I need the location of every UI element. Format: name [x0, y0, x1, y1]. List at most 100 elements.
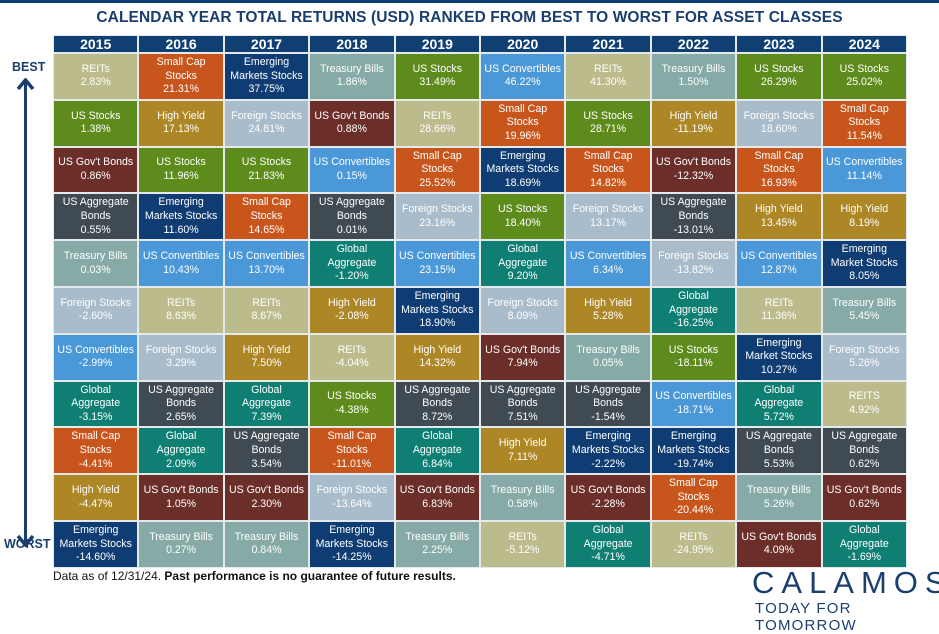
return-cell: High Yield 7.50% — [224, 334, 309, 380]
asset-class-label: Global Aggregate — [498, 243, 548, 269]
return-cell: US Gov't Bonds 2.30% — [224, 475, 309, 520]
return-value: -3.15% — [78, 410, 113, 423]
asset-class-label: Treasury Bills — [490, 483, 555, 496]
return-value: 18.60% — [760, 123, 797, 136]
return-cell: US Gov't Bonds 0.86% — [54, 147, 138, 193]
return-cell: Foreign Stocks -13.64% — [310, 475, 394, 520]
return-cell: US Stocks 26.29% — [737, 54, 821, 99]
return-cell: US Aggregate Bonds 8.72% — [395, 381, 479, 427]
return-value: 11.54% — [846, 129, 882, 142]
return-cell: US Aggregate Bonds 5.53% — [737, 428, 821, 474]
return-cell: High Yield 5.28% — [566, 287, 650, 333]
footer-note: Data as of 12/31/24. Past performance is… — [53, 569, 456, 583]
asset-class-label: US Aggregate Bonds — [660, 196, 727, 222]
return-cell: US Stocks 1.38% — [54, 100, 138, 146]
asset-class-label: US Aggregate Bonds — [831, 430, 898, 456]
returns-table: 2015 2016 2017 2018 2019 2020 2021 2022 2023 2024… — [53, 35, 907, 568]
page-title: CALENDAR YEAR TOTAL RETURNS (USD) RANKED… — [96, 9, 843, 26]
return-cell: US Convertibles 11.14% — [822, 147, 906, 193]
return-value: -1.69% — [847, 551, 882, 564]
asset-class-label: US Convertibles — [57, 343, 134, 356]
return-value: -11.01% — [332, 457, 372, 470]
return-value: -24.95% — [673, 544, 714, 557]
return-cell: US Gov't Bonds 7.94% — [481, 334, 565, 380]
asset-class-label: Treasury Bills — [576, 343, 640, 356]
return-cell: Treasury Bills 1.86% — [310, 54, 394, 99]
return-value: -4.38% — [335, 403, 369, 416]
return-cell: Global Aggregate 6.84% — [395, 428, 479, 474]
asset-class-label: Global Aggregate — [412, 430, 462, 456]
return-value: 8.05% — [849, 270, 880, 283]
return-cell: Emerging Markets Stocks -19.74% — [651, 428, 736, 474]
asset-class-label: REITs — [166, 296, 196, 309]
return-value: -2.60% — [78, 310, 113, 323]
return-value: 23.16% — [419, 216, 456, 229]
asset-class-label: Emerging Markets Stocks — [144, 196, 218, 222]
asset-class-label: US Stocks — [583, 109, 633, 122]
asset-class-label: Small Cap Stocks — [242, 196, 291, 222]
return-value: 0.01% — [336, 223, 367, 236]
return-value: 8.63% — [166, 310, 197, 323]
asset-class-label: REITs — [593, 62, 623, 75]
asset-class-label: US Stocks — [754, 62, 804, 75]
asset-class-label: REITs — [508, 530, 537, 543]
asset-class-label: Small Cap Stocks — [412, 149, 462, 176]
return-value: 1.86% — [336, 76, 367, 89]
asset-class-label: Foreign Stocks — [572, 203, 644, 216]
return-value: 5.28% — [593, 310, 624, 323]
return-cell: US Convertibles 6.34% — [566, 241, 650, 286]
return-cell: REITs 41.30% — [566, 54, 650, 99]
return-cell: US Aggregate Bonds 0.55% — [54, 194, 138, 240]
return-value: -2.08% — [335, 310, 369, 323]
return-value: -4.71% — [591, 551, 625, 564]
return-cell: Foreign Stocks 23.16% — [395, 194, 479, 240]
return-cell: US Stocks 11.96% — [139, 147, 223, 193]
return-cell: US Aggregate Bonds 0.62% — [822, 428, 906, 474]
return-cell: US Convertibles 0.15% — [310, 147, 394, 193]
return-value: 3.29% — [166, 357, 197, 370]
calamos-logo: CALAMOS — [752, 565, 939, 600]
return-value: 18.90% — [419, 317, 456, 330]
return-value: 2.65% — [166, 410, 197, 423]
return-cell: US Stocks -4.38% — [310, 381, 394, 427]
asset-class-label: Emerging Markets Stocks — [486, 149, 559, 176]
return-cell: REITS 4.92% — [822, 381, 906, 427]
return-value: 28.71% — [590, 123, 627, 136]
asset-class-label: US Convertibles — [655, 390, 732, 403]
return-cell: REITs 11.36% — [737, 287, 821, 333]
return-cell: Foreign Stocks -13.82% — [651, 241, 736, 286]
return-value: -14.60% — [75, 551, 116, 564]
return-cell: High Yield 13.45% — [737, 194, 821, 240]
return-value: 1.38% — [80, 123, 111, 136]
asset-class-label: Global Aggregate — [156, 430, 206, 456]
return-cell: Treasury Bills 0.27% — [139, 521, 223, 567]
asset-class-label: US Gov't Bonds — [58, 156, 134, 169]
return-value: -16.25% — [673, 317, 714, 330]
asset-class-label: Global Aggregate — [669, 289, 718, 316]
top-bar — [0, 0, 939, 3]
return-cell: Small Cap Stocks 11.54% — [822, 100, 906, 146]
return-cell: US Aggregate Bonds 0.01% — [310, 194, 394, 240]
return-cell: High Yield -2.08% — [310, 287, 394, 333]
return-cell: US Stocks 31.49% — [395, 54, 479, 99]
return-value: 19.96% — [504, 129, 541, 142]
return-value: -4.41% — [78, 457, 113, 470]
asset-class-label: Emerging Markets Stocks — [230, 56, 303, 82]
return-value: 24.81% — [248, 123, 285, 136]
return-cell: US Gov't Bonds -12.32% — [651, 147, 736, 193]
asset-class-label: US Convertibles — [484, 62, 561, 75]
asset-class-label: US Aggregate Bonds — [745, 430, 812, 456]
asset-class-label: US Gov't Bonds — [228, 483, 305, 496]
return-cell: Global Aggregate -3.15% — [54, 381, 138, 427]
asset-class-label: REITs — [764, 296, 794, 309]
return-value: 8.67% — [251, 310, 282, 323]
return-cell: Treasury Bills 5.45% — [822, 287, 906, 333]
return-value: 41.30% — [590, 76, 627, 89]
year-header: 2020 — [481, 36, 565, 52]
return-value: 7.11% — [508, 450, 538, 463]
best-label: BEST — [12, 60, 46, 74]
asset-class-label: US Convertibles — [826, 156, 903, 169]
asset-class-label: Treasury Bills — [320, 62, 384, 75]
asset-class-label: US Gov't Bonds — [485, 343, 561, 356]
return-value: 6.34% — [593, 263, 624, 276]
